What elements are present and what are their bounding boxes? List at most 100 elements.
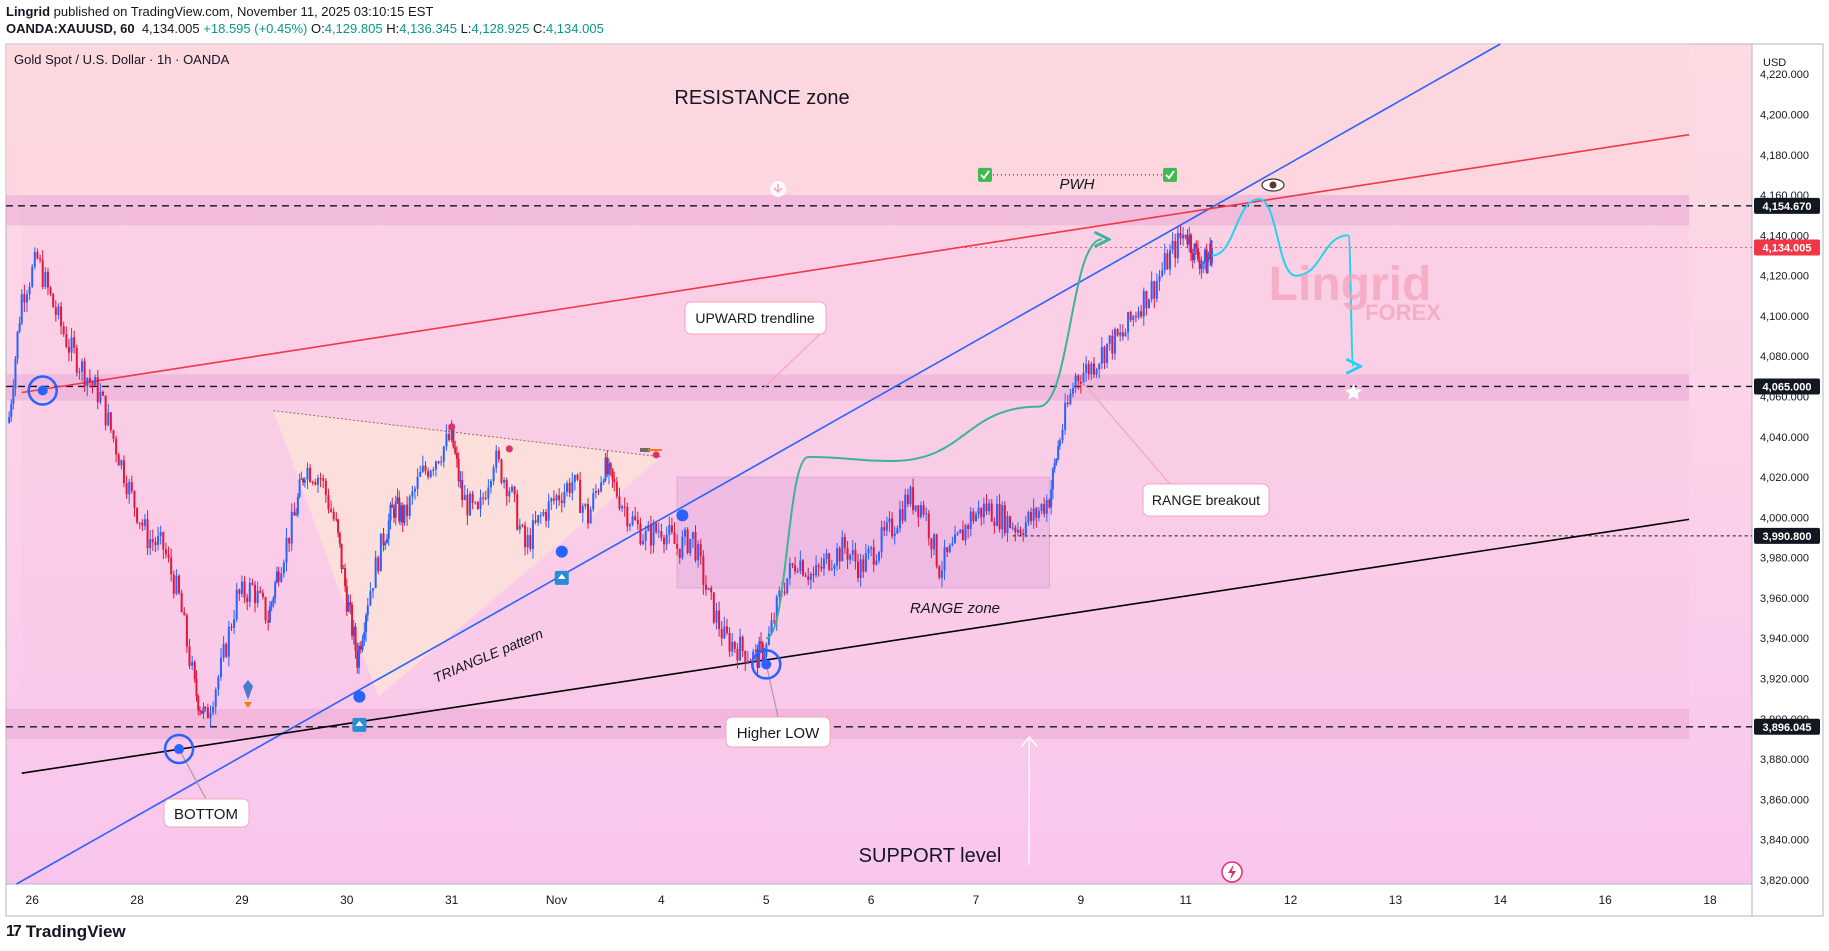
candle[interactable] [836,542,839,571]
projection-green-arrow[interactable] [765,239,1102,640]
candle[interactable] [391,497,394,508]
candle[interactable] [270,600,273,612]
candle[interactable] [851,540,854,561]
candle[interactable] [1196,240,1199,263]
candle[interactable] [592,488,595,512]
candle[interactable] [497,447,500,463]
candle[interactable] [188,638,191,669]
candle[interactable] [86,377,89,397]
candle[interactable] [1193,243,1196,264]
upward-trendline-callout[interactable]: UPWARD trendline [684,301,827,335]
candle[interactable] [180,589,183,613]
candle[interactable] [756,644,759,677]
candle[interactable] [933,532,936,556]
candle[interactable] [995,495,998,527]
candle[interactable] [849,553,852,565]
candle[interactable] [885,516,888,537]
candle[interactable] [1113,327,1116,360]
candle[interactable] [1150,271,1153,303]
candle[interactable] [794,556,797,575]
candle[interactable] [406,496,409,526]
candle[interactable] [1179,225,1182,246]
candle[interactable] [859,553,862,587]
candle[interactable] [854,542,857,570]
candle[interactable] [500,458,503,485]
candle[interactable] [875,554,878,566]
candle[interactable] [1095,367,1098,378]
tl-touch-1-dot[interactable] [353,690,366,703]
candle[interactable] [524,521,527,556]
candle[interactable] [28,282,31,300]
candle[interactable] [838,546,841,570]
candle[interactable] [919,501,922,520]
candle[interactable] [314,478,317,486]
candle[interactable] [432,466,435,476]
candle[interactable] [429,469,432,479]
candle[interactable] [170,548,173,582]
candle[interactable] [133,490,136,517]
candle[interactable] [164,542,167,559]
candle[interactable] [474,501,477,505]
candle[interactable] [96,370,99,410]
candle[interactable] [1045,494,1048,522]
candle[interactable] [545,509,548,528]
candle[interactable] [663,535,666,554]
candle[interactable] [303,476,306,488]
candle[interactable] [424,461,427,476]
resistance-zone[interactable] [6,195,1690,226]
candle[interactable] [419,465,422,478]
candle[interactable] [1050,480,1053,515]
candle[interactable] [434,460,437,477]
higher-low-callout[interactable]: Higher LOW [725,716,831,748]
candle[interactable] [684,527,686,546]
candle[interactable] [463,484,466,501]
candle[interactable] [975,511,977,522]
candle[interactable] [60,302,63,335]
candle[interactable] [791,562,794,568]
candle[interactable] [235,582,238,623]
candle[interactable] [1061,424,1064,444]
candle[interactable] [275,566,278,584]
mid-zone[interactable] [6,374,1690,401]
candle[interactable] [324,478,327,503]
candle[interactable] [746,651,749,665]
candle[interactable] [427,467,430,480]
candle[interactable] [720,620,723,646]
candle[interactable] [943,539,946,580]
candle[interactable] [581,503,584,523]
candle[interactable] [335,512,338,522]
candle[interactable] [833,563,836,577]
candle[interactable] [178,574,181,595]
candle[interactable] [1129,310,1132,323]
candle[interactable] [1200,256,1203,279]
candle[interactable] [609,462,612,476]
candle[interactable] [382,527,385,552]
candle[interactable] [277,566,280,587]
candle[interactable] [1203,247,1206,270]
candle[interactable] [796,567,799,574]
candle[interactable] [349,594,352,615]
candle[interactable] [611,468,614,488]
candle[interactable] [925,507,928,522]
candle[interactable] [718,601,721,637]
candle[interactable] [993,517,996,534]
candle[interactable] [676,534,679,556]
candle[interactable] [1087,360,1090,380]
candle[interactable] [539,511,542,524]
candle[interactable] [94,374,97,386]
candle[interactable] [327,488,330,514]
author-name[interactable]: Lingrid [6,4,51,19]
candle[interactable] [736,642,739,669]
candle[interactable] [1171,232,1174,255]
candle[interactable] [332,507,335,522]
candle[interactable] [280,567,283,583]
candle[interactable] [372,588,375,599]
candle[interactable] [699,538,702,565]
candle[interactable] [828,552,831,572]
candle[interactable] [361,634,364,653]
candle[interactable] [222,636,225,662]
candle[interactable] [479,489,482,518]
candle[interactable] [906,488,909,508]
candle[interactable] [377,555,380,575]
candle[interactable] [1148,298,1151,309]
